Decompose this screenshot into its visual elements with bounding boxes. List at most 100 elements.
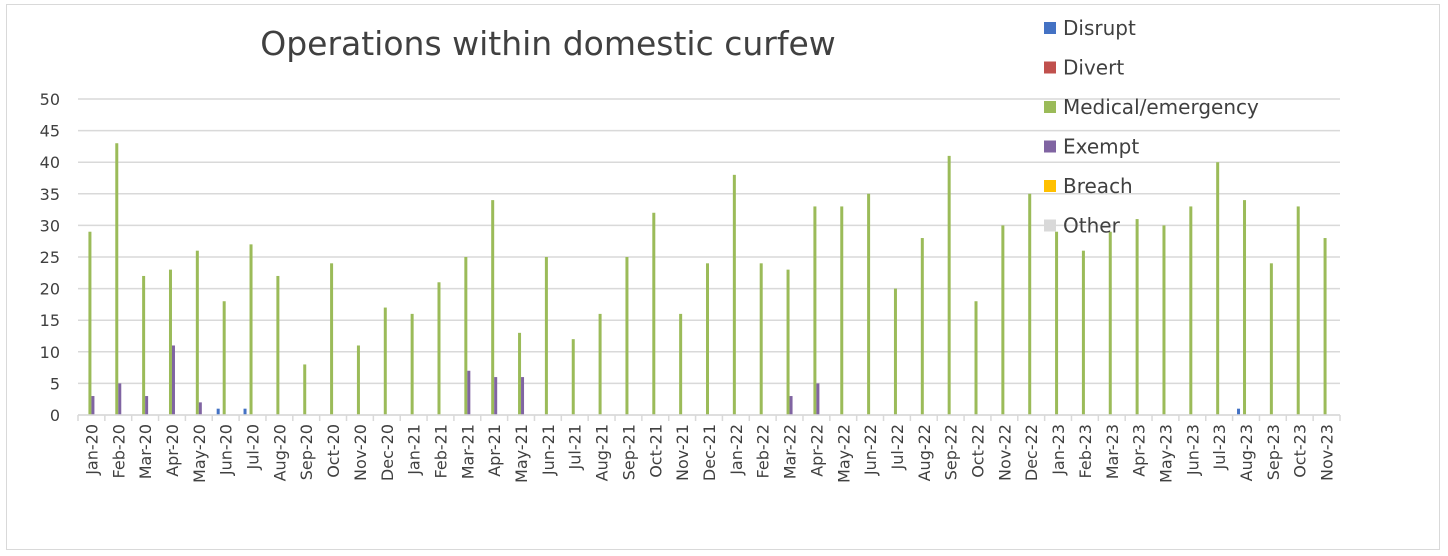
legend-swatch bbox=[1044, 219, 1056, 232]
legend-swatch bbox=[1044, 140, 1056, 153]
x-tick-label: Nov-20 bbox=[351, 424, 370, 481]
legend-swatch bbox=[1044, 22, 1056, 34]
x-tick-label: Mar-21 bbox=[458, 424, 477, 479]
bar-medical-emergency bbox=[1162, 225, 1166, 415]
bar-medical-emergency bbox=[88, 231, 92, 415]
legend-swatch bbox=[1044, 61, 1056, 74]
bar-medical-emergency bbox=[652, 212, 656, 415]
x-tick-label: Jan-20 bbox=[82, 424, 101, 476]
legend: Disrupt Divert Medical/emergency Exempt Brea… bbox=[1044, 16, 1259, 238]
bar-medical-emergency bbox=[732, 174, 736, 415]
x-tick-label: Jun-20 bbox=[217, 424, 236, 476]
x-axis-ticks: Jan-20 Feb-20 Mar-20 Apr-20 May-20 Jun-20 Jul-… bbox=[82, 424, 1336, 483]
x-tick-label: May-23 bbox=[1156, 424, 1175, 483]
bar-medical-emergency bbox=[786, 269, 790, 415]
bar-medical-emergency bbox=[464, 257, 468, 415]
x-tick-label: Aug-21 bbox=[593, 424, 612, 481]
x-tick-label: Mar-22 bbox=[781, 424, 800, 479]
bar-exempt bbox=[789, 396, 793, 415]
bar-medical-emergency bbox=[1189, 206, 1193, 415]
bar-medical-emergency bbox=[195, 250, 199, 415]
x-tick-label: May-20 bbox=[190, 424, 209, 483]
bar-medical-emergency bbox=[1108, 231, 1112, 415]
bar-medical-emergency bbox=[168, 269, 172, 415]
x-tick-label: Jun-22 bbox=[861, 424, 880, 476]
legend-label: Breach bbox=[1063, 174, 1133, 198]
legend-label: Disrupt bbox=[1063, 16, 1136, 40]
legend-label: Exempt bbox=[1063, 135, 1139, 159]
legend-swatch bbox=[1044, 180, 1056, 192]
bar-exempt bbox=[816, 383, 820, 415]
bar-exempt bbox=[494, 377, 498, 415]
x-tick-label: May-21 bbox=[512, 424, 531, 483]
bar-exempt bbox=[198, 402, 202, 415]
bar-medical-emergency bbox=[1135, 219, 1139, 415]
bar-exempt bbox=[118, 383, 122, 415]
legend-label: Divert bbox=[1063, 56, 1124, 80]
bar-medical-emergency bbox=[867, 193, 871, 415]
bar-medical-emergency bbox=[249, 244, 253, 415]
bar-medical-emergency bbox=[1216, 162, 1220, 415]
x-tick-label: Jun-21 bbox=[539, 424, 558, 476]
x-tick-label: Feb-20 bbox=[109, 424, 128, 478]
bar-exempt bbox=[91, 396, 95, 415]
legend-label: Medical/emergency bbox=[1063, 95, 1259, 119]
bar-medical-emergency bbox=[840, 206, 844, 415]
bar-medical-emergency bbox=[813, 206, 817, 415]
chart-frame bbox=[6, 4, 1440, 550]
x-tick-label: Feb-21 bbox=[431, 424, 450, 478]
x-tick-label: Sep-23 bbox=[1264, 424, 1283, 480]
x-tick-label: Apr-23 bbox=[1130, 424, 1149, 477]
x-tick-label: Nov-22 bbox=[995, 424, 1014, 481]
legend-swatch bbox=[1044, 101, 1056, 113]
bars bbox=[88, 143, 1327, 416]
x-tick-label: Sep-20 bbox=[297, 424, 316, 480]
y-tick-label: 5 bbox=[50, 374, 60, 393]
x-tick-label: Aug-22 bbox=[915, 424, 934, 481]
bar-medical-emergency bbox=[920, 238, 924, 415]
bar-exempt bbox=[171, 345, 175, 415]
y-tick-label: 25 bbox=[40, 248, 60, 267]
x-tick-label: Oct-23 bbox=[1291, 424, 1310, 478]
x-tick-label: Oct-21 bbox=[646, 424, 665, 478]
x-tick-label: Jul-21 bbox=[566, 424, 585, 470]
y-tick-label: 35 bbox=[40, 185, 60, 204]
bar-medical-emergency bbox=[115, 143, 119, 416]
x-tick-label: Aug-20 bbox=[270, 424, 289, 481]
x-tick-label: Aug-23 bbox=[1237, 424, 1256, 481]
bar-medical-emergency bbox=[974, 301, 978, 415]
x-tick-label: Apr-22 bbox=[807, 424, 826, 477]
bar-medical-emergency bbox=[1243, 200, 1247, 415]
bar-medical-emergency bbox=[276, 275, 280, 415]
x-tick-label: Jun-23 bbox=[1183, 424, 1202, 476]
x-tick-label: Dec-22 bbox=[1022, 424, 1041, 481]
bar-exempt bbox=[145, 396, 149, 415]
bar-medical-emergency bbox=[437, 282, 441, 415]
x-tick-label: Jan-23 bbox=[1049, 424, 1068, 476]
x-tick-label: May-22 bbox=[834, 424, 853, 483]
bar-medical-emergency bbox=[1081, 250, 1085, 415]
x-tick-label: Feb-23 bbox=[1076, 424, 1095, 478]
bar-medical-emergency bbox=[330, 263, 334, 415]
bar-medical-emergency bbox=[383, 307, 387, 415]
bar-medical-emergency bbox=[679, 313, 683, 415]
bar-medical-emergency bbox=[625, 257, 629, 415]
bar-medical-emergency bbox=[1296, 206, 1300, 415]
x-tick-label: Nov-21 bbox=[673, 424, 692, 481]
bar-exempt bbox=[467, 370, 471, 415]
x-tick-label: Mar-23 bbox=[1103, 424, 1122, 479]
y-tick-label: 30 bbox=[40, 216, 60, 235]
x-tick-label: Oct-22 bbox=[969, 424, 988, 478]
x-tick-label: Jul-23 bbox=[1210, 424, 1229, 470]
x-tick-label: Jul-20 bbox=[244, 424, 263, 470]
x-tick-label: Jan-21 bbox=[405, 424, 424, 476]
x-tick-label: Feb-22 bbox=[754, 424, 773, 478]
x-tick-label: Jan-22 bbox=[727, 424, 746, 476]
bar-disrupt bbox=[243, 408, 247, 415]
y-tick-label: 40 bbox=[40, 153, 60, 172]
y-tick-label: 10 bbox=[40, 343, 60, 362]
x-tick-label: Jul-22 bbox=[888, 424, 907, 470]
bar-medical-emergency bbox=[410, 313, 414, 415]
x-tick-label: Dec-20 bbox=[378, 424, 397, 481]
x-tick-label: Apr-20 bbox=[163, 424, 182, 477]
